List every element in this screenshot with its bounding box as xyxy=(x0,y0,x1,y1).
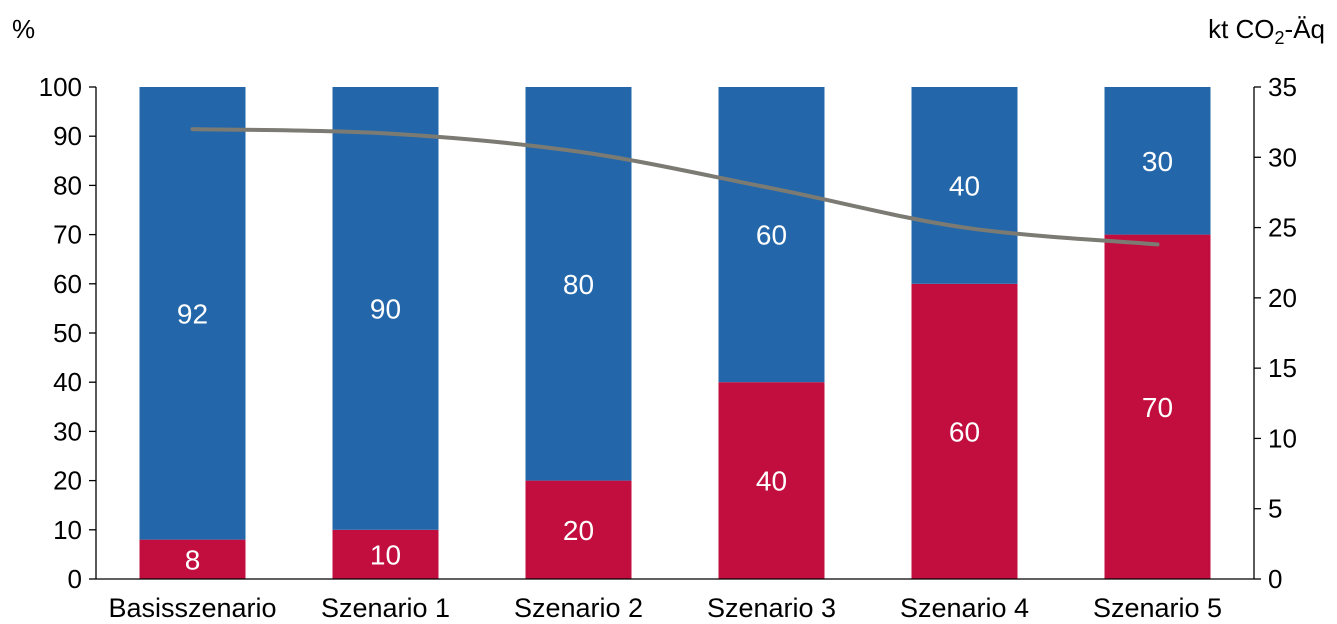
data-label: 40 xyxy=(756,466,787,497)
data-label: 70 xyxy=(1142,392,1173,423)
left-tick-label: 30 xyxy=(53,416,82,446)
left-axis-unit: % xyxy=(12,14,35,44)
right-tick-label: 5 xyxy=(1268,494,1282,524)
bar-segment-1 xyxy=(332,87,439,530)
data-label: 10 xyxy=(370,539,401,570)
right-axis-unit-base: kt CO xyxy=(1208,14,1274,44)
bar-segment-0 xyxy=(332,529,439,579)
left-tick-label: 40 xyxy=(53,367,82,397)
category-label: Szenario 4 xyxy=(900,593,1029,623)
right-axis-unit: kt CO2-Äq xyxy=(1208,14,1325,48)
line-layer xyxy=(190,127,1160,247)
data-label: 90 xyxy=(370,293,401,324)
category-label: Basisszenario xyxy=(108,593,276,623)
bars-layer xyxy=(139,87,1211,579)
left-tick-label: 60 xyxy=(53,269,82,299)
data-label: 80 xyxy=(563,269,594,300)
left-tick-label: 10 xyxy=(53,515,82,545)
left-tick-label: 0 xyxy=(68,564,82,594)
right-tick-label: 20 xyxy=(1268,283,1297,313)
left-tick-label: 100 xyxy=(39,72,82,102)
right-tick-label: 30 xyxy=(1268,142,1297,172)
data-label: 8 xyxy=(185,544,201,575)
right-tick-label: 35 xyxy=(1268,72,1297,102)
data-label: 60 xyxy=(756,220,787,251)
bar-segment-0 xyxy=(1104,234,1211,579)
data-label: 60 xyxy=(949,416,980,447)
series-line-0 xyxy=(190,127,1160,247)
category-label: Szenario 3 xyxy=(707,593,836,623)
bar-segment-1 xyxy=(1104,87,1211,235)
left-tick-label: 20 xyxy=(53,466,82,496)
right-tick-label: 10 xyxy=(1268,423,1297,453)
right-axis-unit-subscript: 2 xyxy=(1275,28,1285,48)
bar-segment-1 xyxy=(718,87,825,383)
left-tick-label: 50 xyxy=(53,318,82,348)
right-tick-label: 25 xyxy=(1268,213,1297,243)
left-tick-label: 90 xyxy=(53,121,82,151)
right-tick-label: 15 xyxy=(1268,353,1297,383)
bar-segment-0 xyxy=(139,539,246,579)
right-axis-unit-rest: -Äq xyxy=(1285,14,1325,44)
category-label: Szenario 2 xyxy=(514,593,643,623)
category-label: Szenario 1 xyxy=(321,593,450,623)
left-tick-label: 70 xyxy=(53,220,82,250)
data-label: 20 xyxy=(563,515,594,546)
data-label: 40 xyxy=(949,170,980,201)
data-label: 92 xyxy=(177,298,208,329)
axes-layer: Basisszenario Szenario 1 Szenario 2 Szenari… xyxy=(39,72,1297,623)
bar-segment-0 xyxy=(911,283,1018,579)
bar-segment-0 xyxy=(718,382,825,579)
left-tick-label: 80 xyxy=(53,170,82,200)
bar-segment-0 xyxy=(525,480,632,579)
bar-segment-1 xyxy=(911,87,1018,284)
right-tick-label: 0 xyxy=(1268,564,1282,594)
labels-layer: 8 92 10 90 20 80 40 60 60 40 70 30 xyxy=(177,146,1173,576)
data-label: 30 xyxy=(1142,146,1173,177)
bar-segment-1 xyxy=(139,87,246,540)
category-label: Szenario 5 xyxy=(1093,593,1222,623)
